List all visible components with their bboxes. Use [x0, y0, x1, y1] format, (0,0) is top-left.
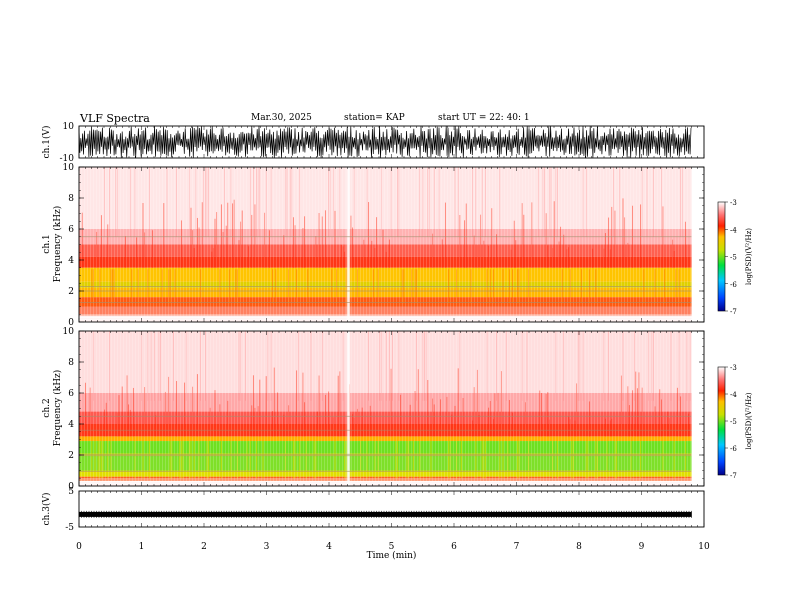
- ch2-channel-label: ch.2: [42, 398, 52, 417]
- date-label: Mar.30, 2025: [251, 113, 312, 123]
- x-tick-label: 5: [389, 542, 395, 552]
- ch1-waveform: [78, 125, 692, 158]
- y-tick-label: 10: [63, 163, 75, 173]
- colorbar-tick-label: -7: [730, 472, 737, 480]
- panel-frames: [78, 125, 705, 528]
- colorbar-label: log(PSD)(V²/Hz): [745, 392, 753, 449]
- spectrogram-texture: [79, 167, 692, 322]
- colorbar-tick-label: -3: [730, 364, 737, 372]
- y-tick-label: 8: [68, 194, 74, 204]
- y-tick-label: 4: [68, 256, 74, 266]
- x-tick-label: 7: [514, 542, 520, 552]
- ch1-waveform-ylabel: ch.1(V): [41, 126, 52, 159]
- y-tick-label: 6: [68, 389, 74, 399]
- colorbar-tick-label: -6: [730, 445, 737, 453]
- y-tick-label: 10: [63, 327, 75, 337]
- chart-title: VLF Spectra: [80, 112, 150, 125]
- x-axis-label: Time (min): [367, 550, 417, 561]
- ch2-frequency-ylabel: Frequency (kHz): [52, 370, 63, 447]
- x-tick-label: 2: [201, 542, 207, 552]
- colorbar-tick-label: -4: [730, 391, 737, 399]
- x-tick-label: 6: [451, 542, 457, 552]
- y-tick-label: 2: [68, 451, 74, 461]
- ch1-spectrogram: [78, 167, 692, 322]
- x-tick-label: 9: [639, 542, 645, 552]
- ch3-waveform-ylabel: ch.3(V): [41, 493, 52, 526]
- y-tick-label: 2: [68, 287, 74, 297]
- x-tick-label: 4: [326, 542, 332, 552]
- y-tick-label: 6: [68, 225, 74, 235]
- y-tick-label: 4: [68, 420, 74, 430]
- colorbar-label: log(PSD)(V²/Hz): [745, 228, 753, 285]
- colorbar-labels: -3 -4 -5 -6 -7 log(PSD)(V²/Hz) -3 -4 -5 -6 -7 log(P…: [725, 199, 753, 480]
- ch1-frequency-ylabel: Frequency (kHz): [52, 206, 63, 283]
- y-tick-label: 0: [68, 318, 74, 328]
- y-tick-label: 5: [68, 487, 74, 497]
- ch1-waveform-trace: [78, 125, 692, 158]
- ch3-waveform: [78, 510, 692, 518]
- x-tick-label: 1: [139, 542, 145, 552]
- colorbar-ch2: [717, 366, 726, 476]
- colorbar-ch1-scale: [717, 201, 726, 312]
- colorbar-ch2-scale: [717, 366, 726, 476]
- station-label: station= KAP: [344, 113, 405, 123]
- ch2-spectrogram: [79, 331, 692, 486]
- x-tick-label: 3: [264, 542, 270, 552]
- x-tick-label: 10: [698, 542, 710, 552]
- colorbar-tick-label: -5: [730, 418, 737, 426]
- x-tick-label: 0: [76, 542, 82, 552]
- y-tick-label: 0: [68, 482, 74, 492]
- colorbar-tick-label: -7: [730, 308, 737, 316]
- ch3-waveform-trace: [79, 511, 692, 517]
- y-tick-label: -5: [65, 523, 74, 533]
- colorbar-tick-label: -4: [730, 226, 737, 234]
- spectrogram-texture: [79, 331, 692, 486]
- ch3-waveform-frame: [78, 490, 705, 528]
- start-time-label: start UT = 22: 40: 1: [438, 113, 530, 123]
- colorbar-tick-label: -6: [730, 281, 737, 289]
- colorbar-ch1: [717, 201, 726, 312]
- x-tick-label: 8: [576, 542, 582, 552]
- colorbar-tick-label: -3: [730, 199, 737, 207]
- y-tick-label: 8: [68, 358, 74, 368]
- ch1-channel-label: ch.1: [42, 234, 52, 253]
- y-tick-label: -10: [60, 154, 75, 164]
- colorbar-tick-label: -5: [730, 254, 737, 262]
- y-tick-label: 10: [63, 122, 75, 132]
